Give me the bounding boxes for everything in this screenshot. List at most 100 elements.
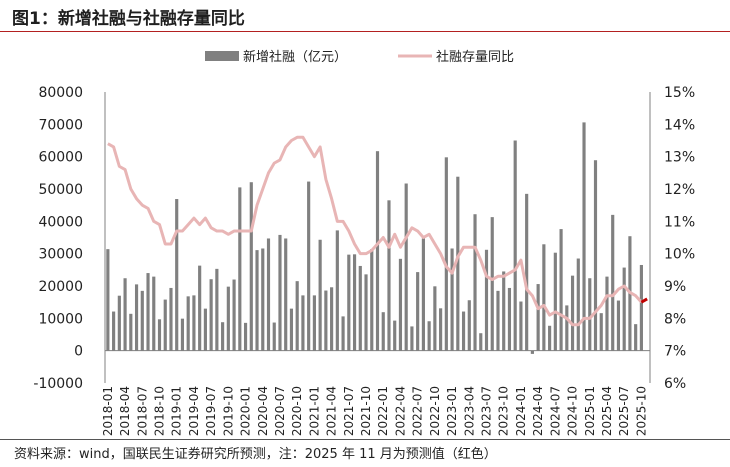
- x-tick-label: 2020-07: [273, 386, 287, 436]
- bar: [226, 286, 230, 351]
- right-tick-label: 6%: [664, 376, 686, 392]
- bar: [496, 290, 500, 351]
- x-tick-label: 2023-04: [462, 386, 476, 436]
- bar: [341, 316, 345, 351]
- x-tick-label: 2019-04: [187, 386, 201, 436]
- figure-title: 图1：新增社融与社融存量同比: [12, 9, 245, 29]
- right-tick-label: 15%: [664, 85, 695, 101]
- x-tick-label: 2023-10: [497, 386, 511, 436]
- bar: [152, 276, 156, 351]
- bar: [358, 265, 362, 351]
- title-rule: [0, 31, 730, 32]
- bar: [427, 321, 431, 351]
- bar: [507, 287, 512, 351]
- bar: [249, 182, 253, 351]
- left-tick-label: 10000: [38, 311, 83, 327]
- bar: [616, 300, 621, 351]
- bar: [106, 249, 110, 351]
- bar: [588, 278, 592, 351]
- bar: [318, 239, 322, 351]
- bar: [324, 290, 328, 351]
- bar: [398, 258, 403, 351]
- bar: [175, 199, 179, 351]
- bar: [473, 214, 477, 351]
- bar: [467, 300, 471, 351]
- bar: [387, 200, 391, 351]
- x-tick-label: 2021-04: [325, 386, 339, 436]
- x-tick-label: 2022-01: [376, 386, 390, 436]
- bar: [490, 217, 494, 351]
- bar: [404, 183, 408, 351]
- bar: [375, 151, 380, 351]
- bar: [370, 249, 374, 351]
- left-tick-label: 20000: [38, 279, 83, 295]
- bar: [261, 248, 265, 351]
- bar: [307, 181, 311, 351]
- bar: [169, 287, 173, 351]
- bar: [284, 238, 288, 351]
- x-tick-label: 2018-04: [118, 386, 132, 436]
- left-tick-label: 30000: [38, 247, 83, 263]
- bar: [192, 295, 196, 351]
- bar: [289, 308, 294, 351]
- right-tick-label: 13%: [664, 150, 695, 166]
- bar: [605, 276, 609, 351]
- bar: [312, 295, 316, 351]
- left-tick-label: -10000: [33, 376, 83, 392]
- right-tick-label: 9%: [664, 279, 686, 295]
- bar: [639, 264, 643, 351]
- bar: [553, 252, 557, 351]
- bar: [215, 268, 219, 351]
- bar: [565, 305, 569, 351]
- bar: [186, 296, 190, 351]
- x-tick-label: 2019-01: [170, 386, 184, 436]
- bar: [622, 267, 626, 351]
- x-tick-label: 2025-10: [634, 386, 648, 436]
- bar: [634, 324, 638, 351]
- source-note: 资料来源：wind，国联民生证券研究所预测，注：2025 年 11 月为预测值（…: [14, 447, 497, 462]
- x-tick-label: 2019-10: [221, 386, 235, 436]
- left-tick-label: 50000: [38, 182, 83, 198]
- x-tick-label: 2023-07: [480, 386, 494, 436]
- x-tick-label: 2018-07: [135, 386, 149, 436]
- bar: [433, 286, 437, 351]
- bar-series: [106, 122, 643, 354]
- bar: [203, 308, 207, 351]
- bar: [163, 299, 167, 351]
- line-yoy: [107, 135, 643, 327]
- right-tick-label: 8%: [664, 311, 686, 327]
- line-forecast: [640, 297, 648, 304]
- x-tick-label: 2022-10: [428, 386, 442, 436]
- x-tick-label: 2025-01: [583, 386, 597, 436]
- right-tick-label: 10%: [664, 247, 695, 263]
- bar: [530, 350, 534, 354]
- x-axis-labels: 2018-01 2018-04 2018-07 2018-10 2019-01 2019-…: [101, 386, 649, 436]
- x-tick-label: 2024-07: [548, 386, 562, 436]
- x-tick-label: 2021-10: [359, 386, 373, 436]
- left-tick-label: 80000: [38, 85, 83, 101]
- bar: [570, 275, 575, 351]
- bar: [381, 312, 385, 351]
- bar: [444, 157, 448, 351]
- source-rule: [0, 439, 730, 440]
- line-series: [107, 135, 648, 327]
- bar: [198, 265, 202, 351]
- right-tick-label: 14%: [664, 117, 695, 133]
- bar: [180, 318, 185, 351]
- x-tick-label: 2025-07: [617, 386, 631, 436]
- x-tick-label: 2024-01: [514, 386, 528, 436]
- left-tick-label: 0: [74, 344, 83, 360]
- bar: [364, 274, 368, 351]
- x-tick-label: 2020-01: [239, 386, 253, 436]
- bar: [335, 230, 339, 351]
- bar: [123, 278, 127, 351]
- chart-area: 新增社融（亿元） 社融存量同比 80000 70000 60000 50000 4000…: [33, 49, 695, 436]
- x-tick-label: 2024-04: [531, 386, 545, 436]
- bar: [479, 333, 483, 351]
- bar: [484, 249, 489, 351]
- bar: [129, 313, 133, 351]
- bar: [439, 308, 443, 351]
- bar: [255, 250, 259, 351]
- x-tick-label: 2025-04: [600, 386, 614, 436]
- right-tick-label: 12%: [664, 182, 695, 198]
